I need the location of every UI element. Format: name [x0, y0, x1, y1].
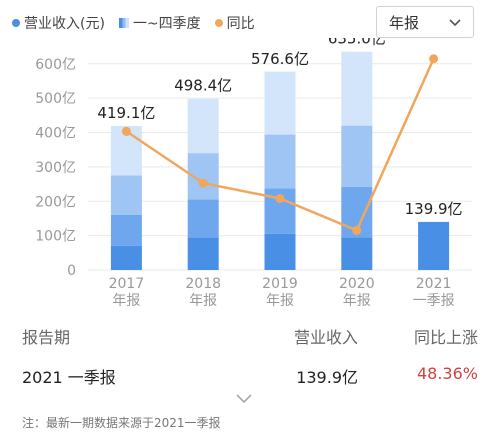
bar-total-label: 576.6亿 [251, 50, 309, 68]
bar-segment [187, 199, 219, 238]
legend-yoy-dot-icon [214, 19, 223, 27]
bar-segment [110, 245, 142, 270]
x-tick-label: 2019 [262, 276, 298, 292]
legend-yoy-label: 同比 [226, 16, 255, 32]
legend-quarters-square-icon [118, 18, 129, 28]
row-yoy: 48.36% [416, 364, 478, 383]
bar-segment [341, 51, 373, 126]
header-period: 报告期 [22, 328, 71, 347]
bar-segment [187, 98, 219, 154]
y-tick-label: 300亿 [35, 160, 76, 176]
yoy-point [429, 54, 439, 64]
bar-segment [341, 125, 373, 187]
y-tick-label: 0 [67, 263, 76, 279]
y-tick-label: 500亿 [35, 91, 76, 107]
x-tick-label: 2018 [185, 276, 221, 292]
y-tick-label: 400亿 [35, 126, 76, 142]
legend-quarters: 一~四季度 [118, 13, 201, 33]
yoy-point [352, 225, 362, 235]
bar-total-label: 419.1亿 [97, 104, 155, 122]
yoy-point [275, 194, 285, 203]
header-revenue: 营业收入 [293, 328, 358, 347]
y-tick-label: 200亿 [35, 194, 76, 210]
yoy-point [121, 126, 131, 136]
bar-segment [110, 175, 142, 215]
bar-segment [187, 237, 219, 270]
period-dropdown[interactable]: 年报 [376, 6, 474, 38]
row-period: 2021 一季报 [22, 368, 116, 387]
period-dropdown-value: 年报 [389, 13, 420, 32]
bar-total-label: 498.4亿 [174, 77, 232, 95]
chart-legend: 营业收入(元) 一~四季度 同比 [12, 8, 255, 38]
bar-segment [110, 215, 142, 246]
x-tick-label: 一季报 [413, 293, 455, 309]
expand-chevron-icon[interactable] [234, 392, 254, 406]
y-tick-label: 100亿 [35, 229, 76, 245]
row-revenue: 139.9亿 [296, 368, 358, 387]
x-tick-label: 年报 [189, 293, 217, 309]
x-tick-label: 2021 [416, 276, 452, 292]
bar-segment [264, 233, 296, 270]
bar-segment [341, 237, 373, 270]
footnote: 注：最新一期数据来源于2021一季报 [22, 416, 221, 430]
header-yoy: 同比上涨 [413, 328, 478, 347]
x-tick-label: 2017 [109, 276, 145, 292]
legend-yoy: 同比 [214, 13, 255, 33]
bar-segment [264, 134, 296, 189]
y-tick-label: 600亿 [35, 57, 76, 73]
legend-revenue-label: 营业收入(元) [24, 16, 105, 32]
x-tick-label: 2020 [339, 276, 375, 292]
bar-total-label: 635.0亿 [328, 38, 386, 48]
yoy-point [198, 178, 208, 188]
chevron-down-icon [449, 19, 461, 27]
revenue-chart: 0100亿200亿300亿400亿500亿600亿2017年报2018年报201… [35, 38, 472, 309]
legend-revenue: 营业收入(元) [12, 13, 105, 33]
x-tick-label: 年报 [343, 293, 371, 309]
x-tick-label: 年报 [112, 293, 140, 309]
bar-segment [264, 71, 296, 135]
legend-revenue-dot-icon [12, 19, 20, 27]
bar-segment [418, 221, 450, 270]
x-tick-label: 年报 [266, 293, 294, 309]
bar-total-label: 139.9亿 [405, 200, 463, 218]
legend-quarters-label: 一~四季度 [132, 16, 201, 32]
